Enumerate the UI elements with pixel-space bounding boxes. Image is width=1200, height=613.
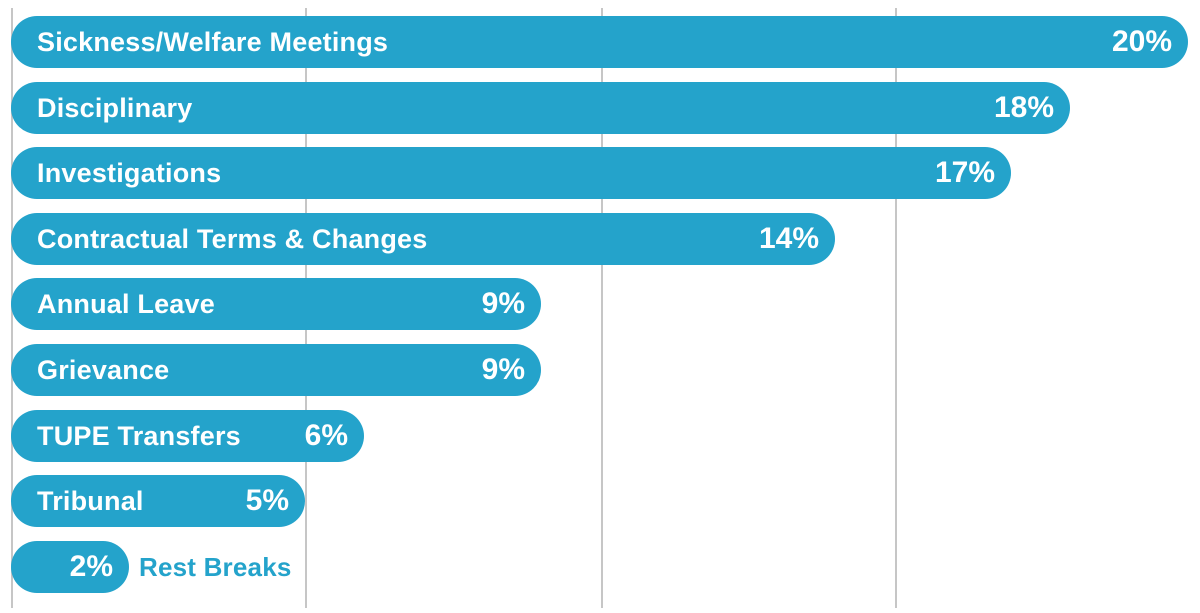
bar-category-label: Tribunal — [37, 486, 144, 516]
bar — [11, 16, 1188, 68]
bar — [11, 475, 305, 527]
bar-value-label: 9% — [481, 353, 525, 386]
bar-category-label: Investigations — [37, 158, 222, 188]
bar-category-label: Annual Leave — [37, 289, 215, 319]
bar — [11, 82, 1070, 134]
bar — [11, 147, 1011, 199]
bar — [11, 344, 541, 396]
bar — [11, 541, 129, 593]
bar-value-label: 18% — [993, 91, 1054, 124]
bar-category-label: Grievance — [37, 355, 170, 385]
gridline-3 — [895, 8, 897, 608]
bar-value-label: 2% — [69, 550, 113, 583]
bar-category-label: Sickness/Welfare Meetings — [37, 27, 389, 57]
bar-value-label: 5% — [245, 484, 289, 517]
bar-value-label: 14% — [758, 222, 819, 255]
bar-category-label: TUPE Transfers — [37, 421, 241, 451]
bar-category-label: Contractual Terms & Changes — [37, 224, 428, 254]
bar-value-label: 6% — [304, 419, 348, 452]
bar — [11, 213, 835, 265]
bar — [11, 278, 541, 330]
bar-value-label: 9% — [481, 287, 525, 320]
bar-category-label: Rest Breaks — [139, 552, 292, 582]
bar-value-label: 20% — [1111, 25, 1172, 58]
bar — [11, 410, 364, 462]
gridline-2 — [601, 8, 603, 608]
bar-category-label: Disciplinary — [37, 93, 193, 123]
bar-value-label: 17% — [934, 156, 995, 189]
